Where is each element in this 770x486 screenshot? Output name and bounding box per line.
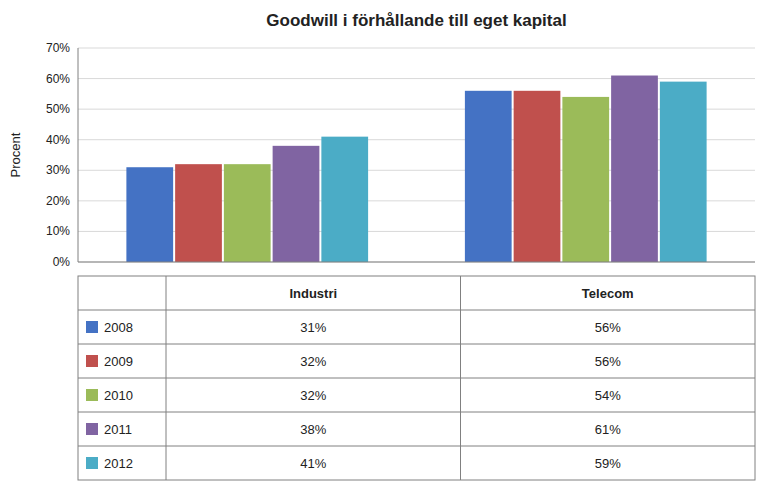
table-value: 54% [595,388,621,403]
table-border [78,276,755,480]
bar [611,76,658,262]
legend-label: 2010 [104,388,133,403]
table-value: 56% [595,320,621,335]
y-tick-label: 30% [46,163,70,177]
legend-swatch [86,355,98,367]
bar [224,164,271,262]
table-col-line [166,276,167,480]
bar [465,91,512,262]
bar [660,82,707,262]
y-tick-label: 70% [46,41,70,55]
category-label: Telecom [582,286,634,301]
grid-line [78,262,755,263]
legend-table: Industri Telecom 2008 31% 56% 2009 32% 56% 2010 3… [78,276,755,480]
table-value: 38% [300,422,326,437]
table-value: 61% [595,422,621,437]
table-value: 32% [300,388,326,403]
grid-line [78,48,755,49]
legend-label: 2008 [104,320,133,335]
table-row-line [78,378,755,379]
legend-label: 2011 [104,422,132,437]
y-tick-label: 0% [53,255,71,269]
bar [273,146,320,262]
bar [514,91,561,262]
title: Goodwill i förhållande till eget kapital [266,11,566,30]
legend-swatch [86,389,98,401]
x-axis-line [78,262,755,263]
table-row-line [78,344,755,345]
bar [126,167,173,262]
legend-swatch [86,423,98,435]
bar [562,97,609,262]
y-tick-label: 20% [46,194,70,208]
bar [321,137,368,262]
y-tick-label: 50% [46,102,70,116]
bar [175,164,222,262]
legend-swatch [86,321,98,333]
grid [78,48,755,262]
table-value: 56% [595,354,621,369]
table-value: 32% [300,354,326,369]
legend-swatch [86,457,98,469]
y-axis-line [78,48,79,262]
table-value: 41% [300,456,326,471]
y-axis-label: Procent [8,132,23,177]
chart: Goodwill i förhållande till eget kapital… [0,0,770,486]
y-tick-label: 10% [46,224,70,238]
table-value: 31% [300,320,326,335]
legend-label: 2012 [104,456,133,471]
table-row-line [78,446,755,447]
bars [126,76,706,262]
table-col-line [460,276,461,480]
category-label: Industri [289,286,337,301]
table-row-line [78,412,755,413]
table-row-line [78,310,755,311]
legend-label: 2009 [104,354,133,369]
table-value: 59% [595,456,621,471]
y-tick-label: 60% [46,72,70,86]
y-tick-label: 40% [46,133,70,147]
